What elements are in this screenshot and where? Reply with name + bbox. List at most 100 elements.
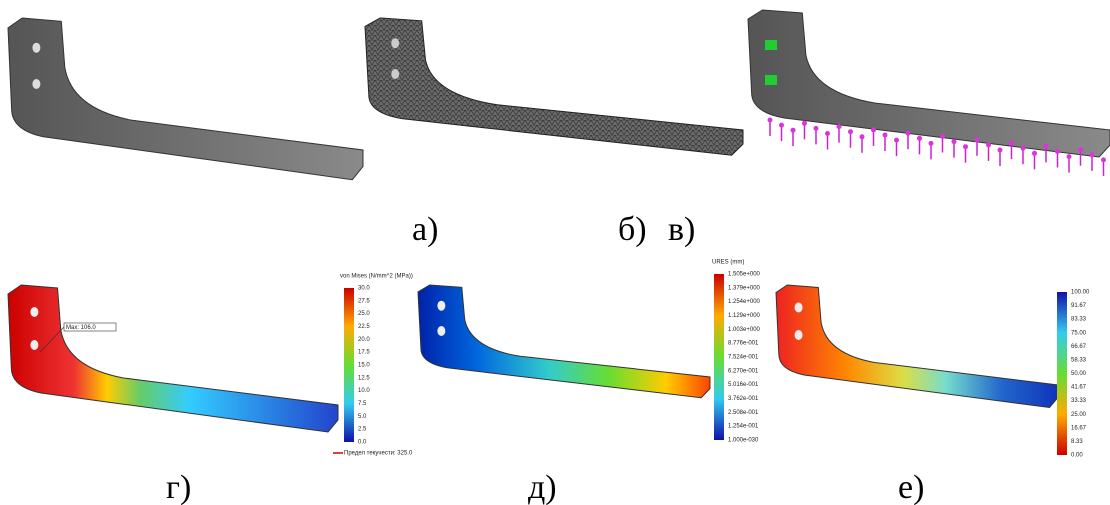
hole bbox=[391, 38, 399, 48]
hole bbox=[437, 326, 445, 336]
load-head bbox=[963, 144, 968, 149]
colorbar-label: 10.0 bbox=[358, 388, 370, 394]
load-head bbox=[860, 134, 865, 139]
hole bbox=[30, 340, 38, 350]
load-head bbox=[1067, 154, 1072, 159]
colorbar-label: 83.33 bbox=[1071, 317, 1087, 323]
hole bbox=[391, 69, 399, 79]
load-head bbox=[906, 131, 911, 136]
colorbar-label: 1.379e+000 bbox=[728, 285, 761, 291]
panel-label: д) bbox=[528, 469, 557, 505]
panel-label: в) bbox=[668, 211, 695, 248]
hole bbox=[795, 330, 803, 340]
colorbar bbox=[1057, 292, 1067, 455]
colorbar-label: 17.5 bbox=[358, 350, 370, 356]
colorbar-label: 27.5 bbox=[358, 298, 370, 304]
colorbar-label: 0.00 bbox=[1071, 453, 1083, 459]
colorbar-label: 5.0 bbox=[358, 414, 367, 420]
colorbar-label: 91.67 bbox=[1071, 303, 1087, 309]
stress-plot bbox=[8, 285, 338, 432]
load-head bbox=[883, 133, 888, 138]
colorbar-label: 58.33 bbox=[1071, 357, 1087, 363]
load-head bbox=[802, 121, 807, 126]
load-head bbox=[940, 134, 945, 139]
colorbar-label: 16.67 bbox=[1071, 425, 1087, 431]
colorbar-label: 66.67 bbox=[1071, 344, 1087, 350]
colorbar-label: 1.254e-001 bbox=[728, 424, 759, 430]
colorbar-label: 12.5 bbox=[358, 375, 370, 381]
hole bbox=[30, 307, 38, 317]
colorbar bbox=[344, 288, 354, 442]
colorbar-label: 8.33 bbox=[1071, 439, 1083, 445]
part-loads bbox=[748, 10, 1110, 157]
colorbar-label: 5.016e-001 bbox=[728, 382, 759, 388]
load-head bbox=[1021, 146, 1026, 151]
load-head bbox=[1055, 149, 1060, 154]
colorbar-label: 7.524e-001 bbox=[728, 355, 759, 361]
colorbar-label: 7.5 bbox=[358, 401, 367, 407]
load-head bbox=[1078, 147, 1083, 152]
part-model bbox=[8, 18, 363, 180]
load-head bbox=[986, 142, 991, 147]
colorbar-label: 22.5 bbox=[358, 324, 370, 330]
annotation: Max: 106.0 bbox=[66, 325, 96, 331]
panel-label: б) bbox=[618, 211, 647, 248]
colorbar-label: 1.003e+000 bbox=[728, 327, 761, 333]
colorbar-label: 1.254e+000 bbox=[728, 299, 761, 305]
colorbar bbox=[714, 274, 724, 440]
load-head bbox=[825, 131, 830, 136]
colorbar-label: 15.0 bbox=[358, 363, 370, 369]
load-head bbox=[1044, 144, 1049, 149]
colorbar-label: 0.0 bbox=[358, 440, 367, 446]
fixture bbox=[765, 40, 777, 50]
load-head bbox=[917, 136, 922, 141]
load-head bbox=[848, 129, 853, 134]
load-head bbox=[791, 128, 796, 133]
load-head bbox=[952, 139, 957, 144]
load-head bbox=[998, 148, 1003, 153]
colorbar-label: 20.0 bbox=[358, 337, 370, 343]
hole bbox=[437, 301, 445, 311]
hole bbox=[795, 303, 803, 313]
load-head bbox=[814, 126, 819, 131]
colorbar-label: 2.508e-001 bbox=[728, 410, 759, 416]
colorbar-label: 3.762e-001 bbox=[728, 396, 759, 402]
fos-plot bbox=[776, 285, 1058, 408]
colorbar-label: 75.00 bbox=[1071, 330, 1087, 336]
colorbar-title: von Mises (N/mm^2 (MPa)) bbox=[340, 274, 413, 280]
load-head bbox=[837, 124, 842, 129]
colorbar-footer: Предел текучести: 325.0 bbox=[344, 451, 413, 457]
figure: а) б) в) г) д) е) von Mises (N/mm^2 (MPa… bbox=[0, 0, 1110, 505]
load-head bbox=[779, 123, 784, 128]
displacement-plot bbox=[418, 285, 710, 398]
colorbar-title: URES (mm) bbox=[712, 260, 744, 266]
colorbar-label: 50.00 bbox=[1071, 371, 1087, 377]
colorbar-label: 30.0 bbox=[358, 286, 370, 292]
load-head bbox=[871, 127, 876, 132]
panel-label: е) bbox=[898, 469, 924, 505]
colorbar-label: 8.776e-001 bbox=[728, 341, 759, 347]
load-head bbox=[975, 137, 980, 142]
colorbar-label: 41.67 bbox=[1071, 385, 1087, 391]
hole bbox=[32, 43, 40, 53]
load-head bbox=[768, 118, 773, 123]
panel-label: г) bbox=[166, 469, 191, 505]
colorbar-label: 25.0 bbox=[358, 311, 370, 317]
load-head bbox=[929, 141, 934, 146]
colorbar-label: 100.00 bbox=[1071, 290, 1090, 296]
colorbar-label: 1.129e+000 bbox=[728, 313, 761, 319]
part-mesh bbox=[365, 18, 743, 155]
hole bbox=[32, 79, 40, 89]
colorbar-label: 1.000e-030 bbox=[728, 438, 759, 444]
colorbar-label: 25.00 bbox=[1071, 412, 1087, 418]
colorbar-label: 2.5 bbox=[358, 427, 367, 433]
colorbar-label: 1.505e+000 bbox=[728, 272, 761, 278]
colorbar-label: 33.33 bbox=[1071, 398, 1087, 404]
colorbar-label: 6.270e-001 bbox=[728, 368, 759, 374]
panel-label: а) bbox=[412, 211, 438, 248]
load-head bbox=[1101, 157, 1106, 162]
load-head bbox=[1090, 152, 1095, 157]
load-head bbox=[894, 138, 899, 143]
fixture bbox=[765, 75, 777, 85]
load-head bbox=[1009, 141, 1014, 146]
